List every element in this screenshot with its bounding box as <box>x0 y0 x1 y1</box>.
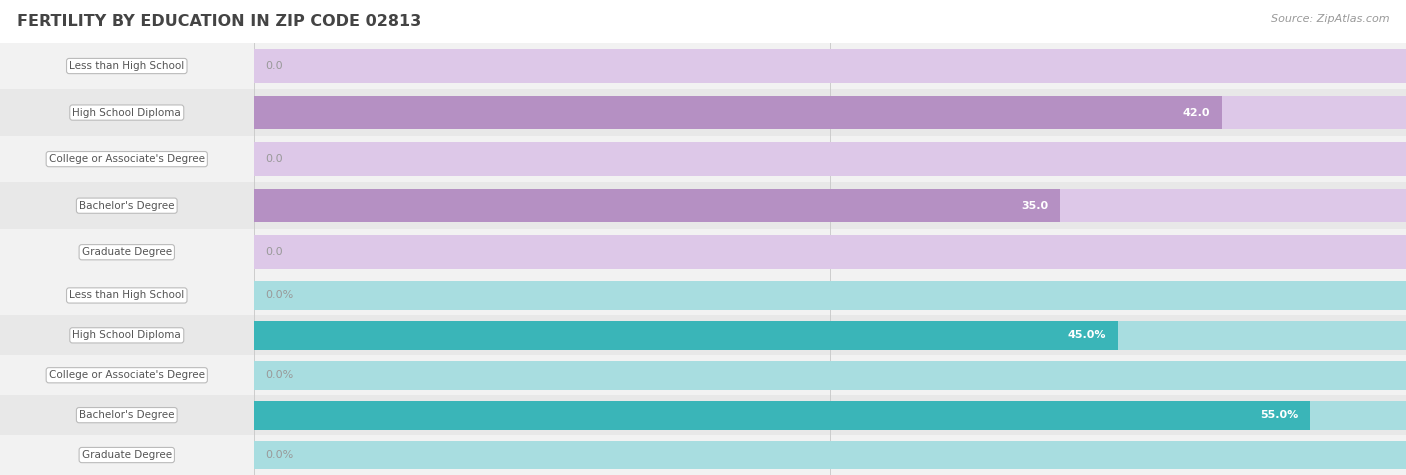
Bar <box>0 435 1406 475</box>
Text: Source: ZipAtlas.com: Source: ZipAtlas.com <box>1271 14 1389 24</box>
Bar <box>0 229 1406 276</box>
Text: High School Diploma: High School Diploma <box>72 107 181 118</box>
Bar <box>253 96 1406 129</box>
Bar <box>253 401 1406 429</box>
Bar <box>253 96 1222 129</box>
Bar <box>253 189 1060 222</box>
Bar <box>253 281 1406 310</box>
Text: 0.0: 0.0 <box>266 247 283 257</box>
Bar <box>253 401 1310 429</box>
Bar <box>0 395 1406 435</box>
Text: 45.0%: 45.0% <box>1069 330 1107 341</box>
Bar <box>253 49 1406 83</box>
Bar <box>253 441 1406 469</box>
Bar <box>0 136 1406 182</box>
Text: High School Diploma: High School Diploma <box>72 330 181 341</box>
Text: 0.0: 0.0 <box>266 154 283 164</box>
Bar <box>0 182 1406 229</box>
Text: Graduate Degree: Graduate Degree <box>82 247 172 257</box>
Bar <box>253 142 1406 176</box>
Bar <box>253 321 1406 350</box>
Bar <box>253 189 1406 222</box>
Text: 55.0%: 55.0% <box>1260 410 1298 420</box>
Bar <box>0 43 1406 89</box>
Text: FERTILITY BY EDUCATION IN ZIP CODE 02813: FERTILITY BY EDUCATION IN ZIP CODE 02813 <box>17 14 422 29</box>
Bar <box>0 89 1406 136</box>
Text: Less than High School: Less than High School <box>69 290 184 301</box>
Text: 0.0%: 0.0% <box>266 450 294 460</box>
Text: 42.0: 42.0 <box>1182 107 1211 118</box>
Text: Bachelor's Degree: Bachelor's Degree <box>79 200 174 211</box>
Text: Less than High School: Less than High School <box>69 61 184 71</box>
Text: Bachelor's Degree: Bachelor's Degree <box>79 410 174 420</box>
Text: 35.0: 35.0 <box>1022 200 1049 211</box>
Text: College or Associate's Degree: College or Associate's Degree <box>49 370 205 380</box>
Text: 0.0: 0.0 <box>266 61 283 71</box>
Bar <box>0 315 1406 355</box>
Text: 0.0%: 0.0% <box>266 370 294 380</box>
Bar <box>253 236 1406 269</box>
Text: College or Associate's Degree: College or Associate's Degree <box>49 154 205 164</box>
Text: 0.0%: 0.0% <box>266 290 294 301</box>
Bar <box>253 361 1406 390</box>
Bar <box>0 355 1406 395</box>
Bar <box>253 321 1118 350</box>
Text: Graduate Degree: Graduate Degree <box>82 450 172 460</box>
Bar <box>0 276 1406 315</box>
